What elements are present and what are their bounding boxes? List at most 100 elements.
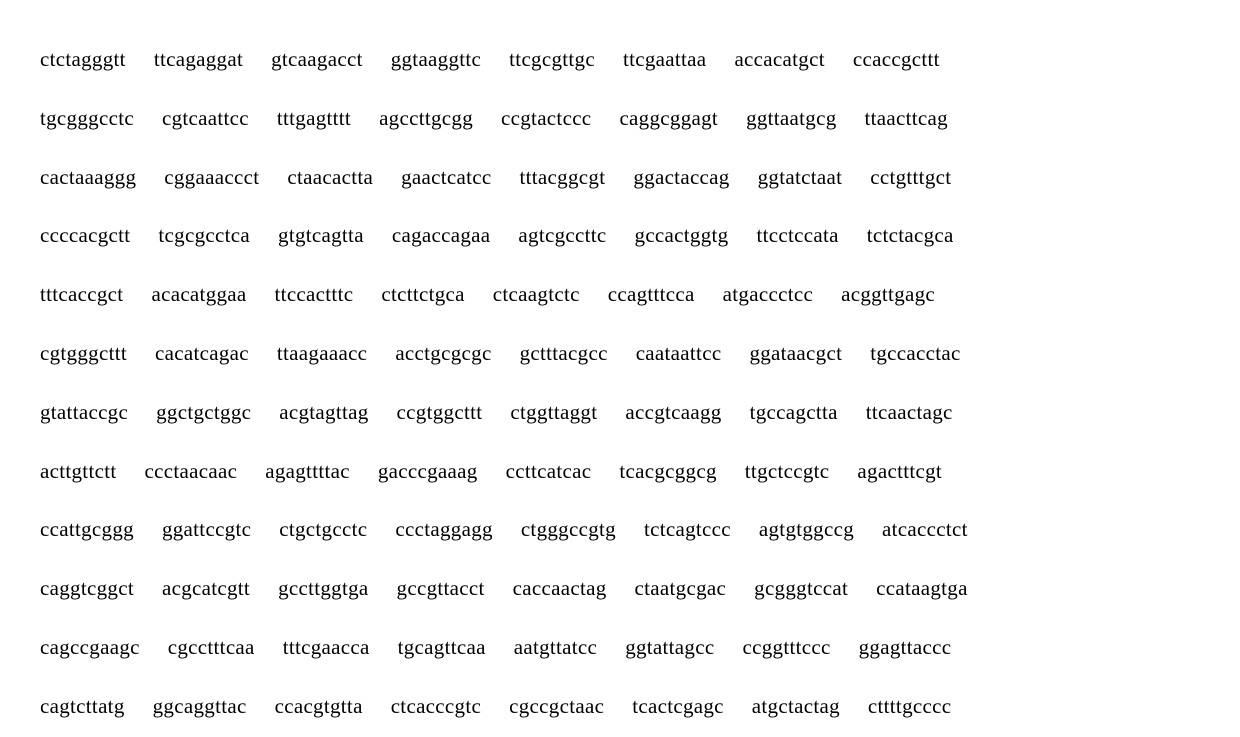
sequence-group: ttaagaaacc: [277, 324, 367, 383]
sequence-group: tcacgcggcg: [619, 442, 716, 501]
sequence-group: gtgtcagtta: [278, 206, 364, 265]
sequence-group: ccctaggagg: [395, 500, 492, 559]
sequence-group: cgtcaattcc: [162, 89, 249, 148]
sequence-group: ccattgcggg: [40, 500, 134, 559]
sequence-group: ctaatgcgac: [635, 559, 727, 618]
sequence-group: atgctactag: [752, 677, 840, 736]
sequence-group: gtcaagacct: [271, 30, 363, 89]
sequence-group: ccctaacaac: [144, 442, 237, 501]
sequence-group: accacatgct: [734, 30, 824, 89]
sequence-group: gtattaccgc: [40, 383, 128, 442]
sequence-group: ggttaatgcg: [746, 89, 836, 148]
sequence-group: tgcgggcctc: [40, 89, 134, 148]
sequence-group: ggataacgct: [749, 324, 842, 383]
sequence-group: ggactaccag: [633, 148, 729, 207]
sequence-row: cagtcttatgggcaggttacccacgtgttactcacccgtc…: [40, 677, 1200, 736]
sequence-group: ggtattagcc: [625, 618, 714, 677]
sequence-group: cagtcttatg: [40, 677, 125, 736]
sequence-group: agagttttac: [265, 442, 350, 501]
sequence-row: cagccgaagc cgcctttcaa tttcgaacca tgcagttcaa…: [40, 618, 1200, 677]
dna-sequence-block: ctctagggtt ttcagaggat gtcaagacct ggtaaggttc…: [40, 30, 1200, 736]
sequence-group: ggtatctaat: [758, 148, 843, 207]
sequence-group: ccagtttcca: [608, 265, 695, 324]
sequence-group: ccttcatcac: [506, 442, 592, 501]
sequence-group: acctgcgcgc: [395, 324, 491, 383]
sequence-group: ccggtttccc: [742, 618, 830, 677]
sequence-row: ctctagggtt ttcagaggat gtcaagacct ggtaaggttc…: [40, 30, 1200, 89]
sequence-group: acttgttctt: [40, 442, 116, 501]
sequence-group: tcgcgcctca: [158, 206, 250, 265]
sequence-group: ttcgcgttgc: [509, 30, 595, 89]
sequence-group: acgtagttag: [279, 383, 368, 442]
sequence-group: cagccgaagc: [40, 618, 140, 677]
sequence-group: gcgggtccat: [754, 559, 848, 618]
sequence-row: tttcaccgct acacatggaa ttccactttc ctcttctgca…: [40, 265, 1200, 324]
sequence-group: tgcagttcaa: [398, 618, 486, 677]
sequence-group: gaactcatcc: [401, 148, 491, 207]
sequence-group: cgccgctaac: [509, 677, 604, 736]
sequence-group: cacatcagac: [155, 324, 249, 383]
sequence-group: ctgggccgtg: [521, 500, 616, 559]
sequence-group: aatgttatcc: [514, 618, 597, 677]
sequence-group: ttcgaattaa: [623, 30, 706, 89]
sequence-group: ggagttaccc: [859, 618, 952, 677]
sequence-group: ttcctccata: [756, 206, 838, 265]
sequence-row: cgtgggcttt cacatcagac ttaagaaacc acctgcgcgc…: [40, 324, 1200, 383]
sequence-group: ttgctccgtc: [745, 442, 830, 501]
sequence-group: ccataagtga: [876, 559, 968, 618]
sequence-row: ccccacgctt tcgcgcctca gtgtcagtta cagaccagaa…: [40, 206, 1200, 265]
sequence-group: caggcggagt: [619, 89, 718, 148]
sequence-group: tttgagtttt: [277, 89, 351, 148]
sequence-row: gtattaccgc ggctgctggc acgtagttag ccgtggcttt…: [40, 383, 1200, 442]
sequence-group: atcaccctct: [882, 500, 968, 559]
sequence-group: ctcttctgca: [381, 265, 464, 324]
sequence-group: gctttacgcc: [520, 324, 608, 383]
sequence-group: tgccacctac: [870, 324, 960, 383]
sequence-group: gccactggtg: [635, 206, 729, 265]
sequence-group: tttacggcgt: [520, 148, 606, 207]
sequence-group: cgtgggcttt: [40, 324, 127, 383]
sequence-row: tgcgggcctc cgtcaattcc tttgagtttt agccttgcgg…: [40, 89, 1200, 148]
sequence-group: ccgtactccc: [501, 89, 591, 148]
sequence-group: ccaccgcttt: [853, 30, 940, 89]
sequence-group: ctggttaggt: [510, 383, 597, 442]
sequence-group: acgcatcgtt: [162, 559, 250, 618]
sequence-group: acacatggaa: [151, 265, 246, 324]
sequence-group: ccccacgctt: [40, 206, 130, 265]
sequence-group: gccttggtga: [278, 559, 368, 618]
sequence-group: accgtcaagg: [625, 383, 721, 442]
sequence-group: ggcaggttac: [153, 677, 247, 736]
sequence-group: cactaaaggg: [40, 148, 136, 207]
sequence-group: cctgtttgct: [870, 148, 951, 207]
sequence-group: acggttgagc: [841, 265, 935, 324]
sequence-group: ctctagggtt: [40, 30, 126, 89]
sequence-group: tttcaccgct: [40, 265, 123, 324]
sequence-row: caggtcggctacgcatcgttgccttggtgagccgttacct…: [40, 559, 1200, 618]
sequence-group: agtgtggccg: [759, 500, 854, 559]
sequence-group: gccgttacct: [397, 559, 485, 618]
sequence-group: cagaccagaa: [392, 206, 491, 265]
sequence-group: caccaactag: [513, 559, 607, 618]
sequence-group: ggctgctggc: [156, 383, 251, 442]
sequence-group: agactttcgt: [857, 442, 942, 501]
sequence-group: agtcgccttc: [518, 206, 606, 265]
sequence-group: tctcagtccc: [644, 500, 731, 559]
sequence-group: ctcacccgtc: [391, 677, 481, 736]
sequence-group: tctctacgca: [867, 206, 954, 265]
sequence-group: ttaacttcag: [865, 89, 948, 148]
sequence-group: ggtaaggttc: [391, 30, 481, 89]
sequence-group: tgccagctta: [750, 383, 838, 442]
sequence-group: ttcagaggat: [154, 30, 243, 89]
sequence-group: ctgctgcctc: [279, 500, 367, 559]
sequence-group: ctaacactta: [287, 148, 373, 207]
sequence-group: atgaccctcc: [723, 265, 813, 324]
sequence-group: cggaaaccct: [164, 148, 259, 207]
sequence-group: tttcgaacca: [283, 618, 370, 677]
sequence-group: cttttgcccc: [868, 677, 951, 736]
sequence-group: ttccactttc: [275, 265, 354, 324]
sequence-group: agccttgcgg: [379, 89, 473, 148]
sequence-group: ccgtggcttt: [397, 383, 483, 442]
sequence-group: cgcctttcaa: [168, 618, 255, 677]
sequence-group: ggattccgtc: [162, 500, 251, 559]
sequence-row: ccattgcggg ggattccgtc ctgctgcctc ccctaggagg…: [40, 500, 1200, 559]
